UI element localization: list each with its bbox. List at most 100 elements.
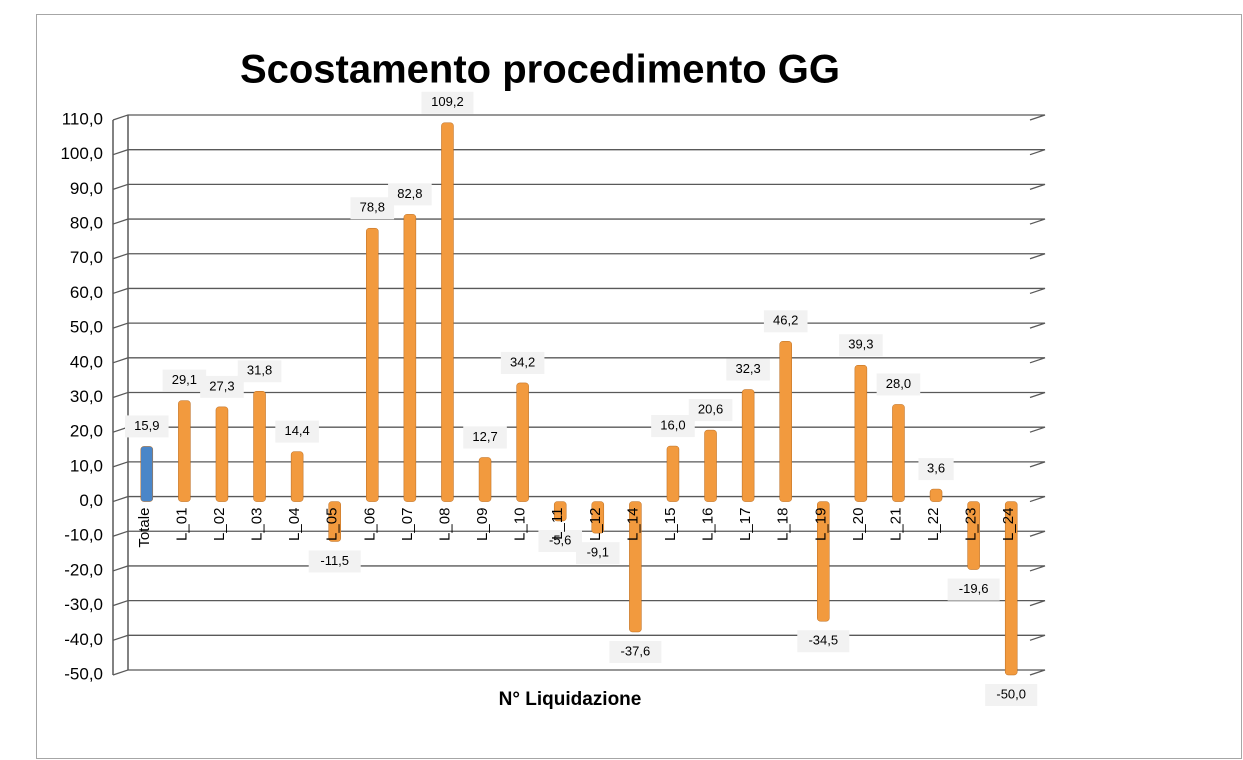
value-label-box	[575, 542, 620, 565]
bar	[553, 501, 567, 522]
x-tick-label: L_01	[173, 508, 190, 541]
value-label-box	[797, 630, 850, 653]
x-axis-title: N° Liquidazione	[499, 689, 642, 710]
value-label-box	[839, 334, 883, 357]
grid-line	[112, 426, 1046, 433]
value-label-box	[162, 369, 207, 392]
value-label: 82,8	[397, 186, 422, 201]
value-label-box	[350, 197, 395, 220]
value-label: 32,3	[735, 361, 760, 376]
x-tick-label: L_18	[775, 508, 792, 541]
x-tick-label: L_07	[399, 508, 416, 541]
grid-line	[112, 391, 1046, 399]
x-tick-label: L_16	[700, 508, 717, 541]
grid-line	[112, 599, 1046, 607]
y-tick-label: -20,0	[64, 560, 103, 579]
x-tick-label: L_03	[249, 508, 266, 541]
x-tick-label: L_20	[850, 508, 867, 541]
x-tick-label: L_04	[286, 508, 303, 541]
bar	[741, 389, 755, 502]
value-label-box	[500, 351, 545, 374]
value-label: -19,6	[959, 581, 989, 596]
bar	[892, 404, 905, 502]
value-label-box	[388, 183, 432, 206]
bar	[779, 341, 792, 502]
x-tick-label: L_08	[436, 508, 453, 541]
bar	[629, 501, 642, 633]
grid-line	[112, 357, 1046, 364]
value-label-box	[275, 420, 319, 443]
value-label-box	[947, 578, 1000, 601]
y-tick-label: 80,0	[70, 214, 103, 233]
y-tick-label: 60,0	[70, 283, 103, 302]
value-label: -50,0	[996, 686, 1026, 701]
x-tick-label: L_15	[662, 508, 679, 541]
bar	[591, 501, 605, 534]
value-label: 39,3	[848, 337, 873, 352]
bar	[854, 364, 868, 502]
bar	[967, 501, 980, 570]
y-tick-label: 0,0	[79, 491, 103, 510]
x-tick-label: L_19	[812, 508, 829, 541]
value-label-box	[726, 358, 770, 381]
value-label: 12,7	[472, 429, 497, 444]
bar	[441, 122, 454, 502]
value-label-box	[918, 458, 954, 481]
value-label-box	[308, 550, 361, 573]
bar	[516, 382, 529, 502]
value-label: 3,6	[927, 461, 945, 476]
value-label: -5,6	[549, 532, 571, 547]
grid-line	[112, 149, 1046, 156]
y-tick-label: 50,0	[70, 318, 103, 337]
x-tick-label: Totale	[136, 508, 153, 548]
value-label: -37,6	[621, 643, 651, 658]
bar	[178, 400, 191, 502]
y-tick-label: -50,0	[64, 664, 103, 683]
x-tick-label: L_10	[512, 508, 529, 541]
grid-line	[112, 530, 1046, 537]
value-label: 109,2	[431, 94, 464, 109]
bar	[666, 445, 680, 502]
value-label: 78,8	[360, 200, 385, 215]
value-label: 29,1	[172, 372, 197, 387]
value-label: 14,4	[284, 423, 309, 438]
bar	[366, 227, 379, 502]
x-tick-label: L_05	[324, 508, 341, 541]
grid-line	[112, 634, 1046, 641]
bar	[817, 501, 830, 622]
value-label: 15,9	[134, 418, 159, 433]
bar	[478, 457, 492, 502]
y-tick-label: -40,0	[64, 630, 103, 649]
x-tick-label: L_22	[925, 508, 942, 541]
x-tick-label: L_21	[887, 508, 904, 541]
x-tick-label: L_12	[587, 508, 604, 541]
bar	[1004, 501, 1018, 676]
grid-line	[112, 565, 1046, 572]
y-tick-label: 40,0	[70, 352, 103, 371]
grid-line	[112, 669, 1046, 676]
value-label-box	[688, 399, 733, 422]
value-label-box	[609, 640, 662, 663]
value-label: 31,8	[247, 363, 272, 378]
y-tick-label: 90,0	[70, 179, 103, 198]
value-label: 27,3	[209, 378, 234, 393]
x-tick-label: L_17	[737, 508, 754, 541]
grid-line	[112, 114, 1046, 121]
value-label-box	[985, 684, 1038, 706]
bar	[328, 501, 341, 542]
grid-line	[112, 183, 1046, 190]
value-label-box	[651, 415, 695, 438]
bar	[290, 451, 304, 502]
grid-line	[112, 322, 1046, 329]
value-label-box	[538, 529, 583, 552]
y-tick-label: -10,0	[64, 526, 103, 545]
x-tick-label: L_06	[361, 508, 378, 541]
value-label-box	[463, 426, 507, 449]
y-tick-label: 30,0	[70, 387, 103, 406]
value-label-box	[237, 360, 282, 383]
x-tick-label: L_24	[1000, 508, 1017, 541]
value-label: -34,5	[808, 633, 838, 648]
value-label: 34,2	[510, 354, 535, 369]
bar	[140, 446, 154, 502]
